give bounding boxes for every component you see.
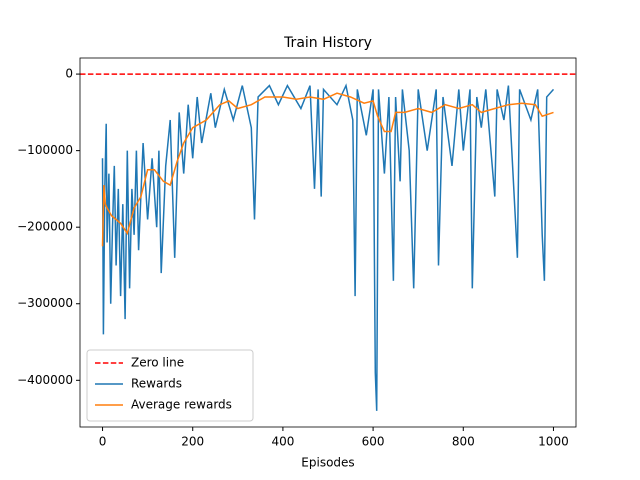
x-tick-label: 0: [99, 435, 107, 449]
x-tick-label: 1000: [538, 435, 569, 449]
y-tick-label: −100000: [17, 143, 73, 157]
series-line: [101, 83, 555, 411]
legend-label: Average rewards: [131, 398, 232, 412]
legend-label: Zero line: [131, 356, 184, 370]
x-axis-label: Episodes: [301, 456, 354, 470]
legend-label: Rewards: [131, 377, 182, 391]
x-tick-label: 200: [181, 435, 204, 449]
y-tick-label: 0: [65, 67, 73, 81]
y-tick-label: −300000: [17, 296, 73, 310]
chart-title: Train History: [283, 35, 372, 51]
x-tick-label: 400: [271, 435, 294, 449]
x-tick-label: 600: [362, 435, 385, 449]
x-tick-label: 800: [452, 435, 475, 449]
y-tick-label: −200000: [17, 220, 73, 234]
y-tick-label: −400000: [17, 373, 73, 387]
plot-frame: [79, 57, 577, 428]
series-line: [101, 92, 554, 247]
legend-box: [86, 349, 254, 422]
